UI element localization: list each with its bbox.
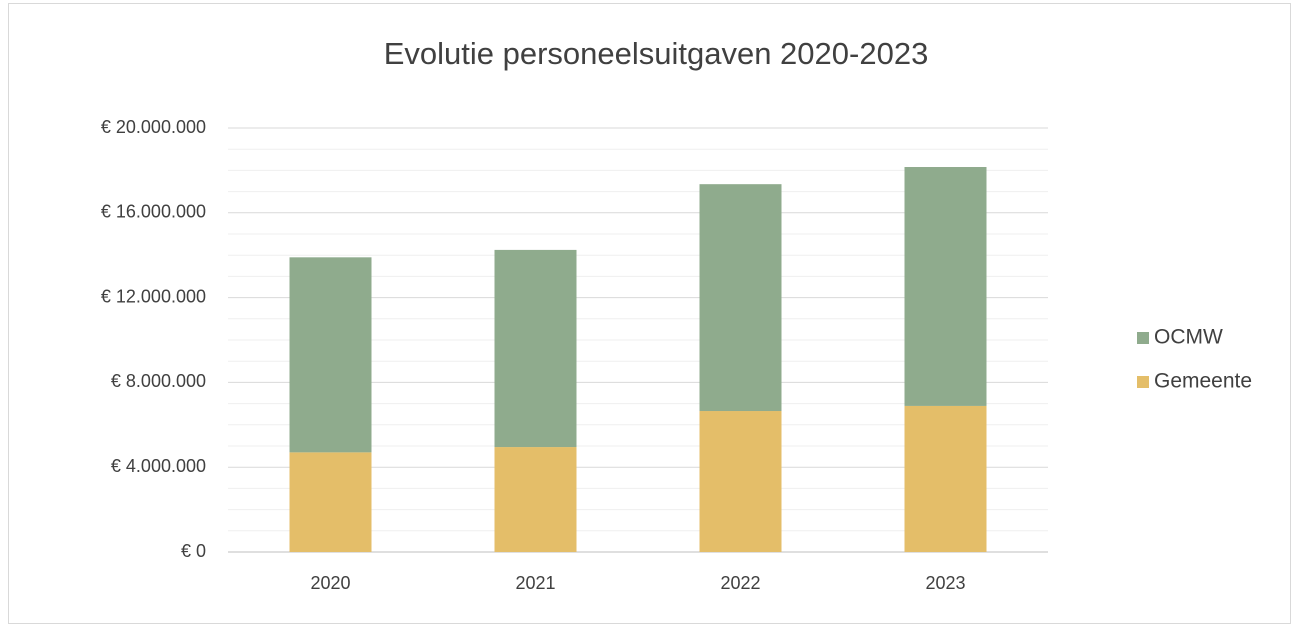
x-tick-label: 2020 [310,573,350,593]
bar-segment [699,184,782,412]
bar-segment [904,167,987,406]
legend-swatch [1137,376,1149,388]
chart-frame [8,3,1291,624]
y-tick-label: € 16.000.000 [101,202,206,222]
y-tick-label: € 20.000.000 [101,117,206,137]
y-tick-label: € 0 [181,541,206,561]
chart-title: Evolutie personeelsuitgaven 2020-2023 [384,36,929,71]
bar-segment [904,405,987,552]
x-tick-label: 2022 [720,573,760,593]
bar-segment [289,257,372,453]
bar-segment [699,411,782,552]
y-tick-label: € 4.000.000 [111,456,206,476]
bar-segment [494,447,577,552]
y-tick-label: € 8.000.000 [111,371,206,391]
y-tick-label: € 12.000.000 [101,286,206,306]
bar-segment [494,249,577,448]
x-tick-label: 2023 [925,573,965,593]
bar-segment [289,452,372,552]
legend-label: OCMW [1154,326,1223,349]
legend-swatch [1137,332,1149,344]
legend-label: Gemeente [1154,370,1252,393]
x-tick-label: 2021 [515,573,555,593]
